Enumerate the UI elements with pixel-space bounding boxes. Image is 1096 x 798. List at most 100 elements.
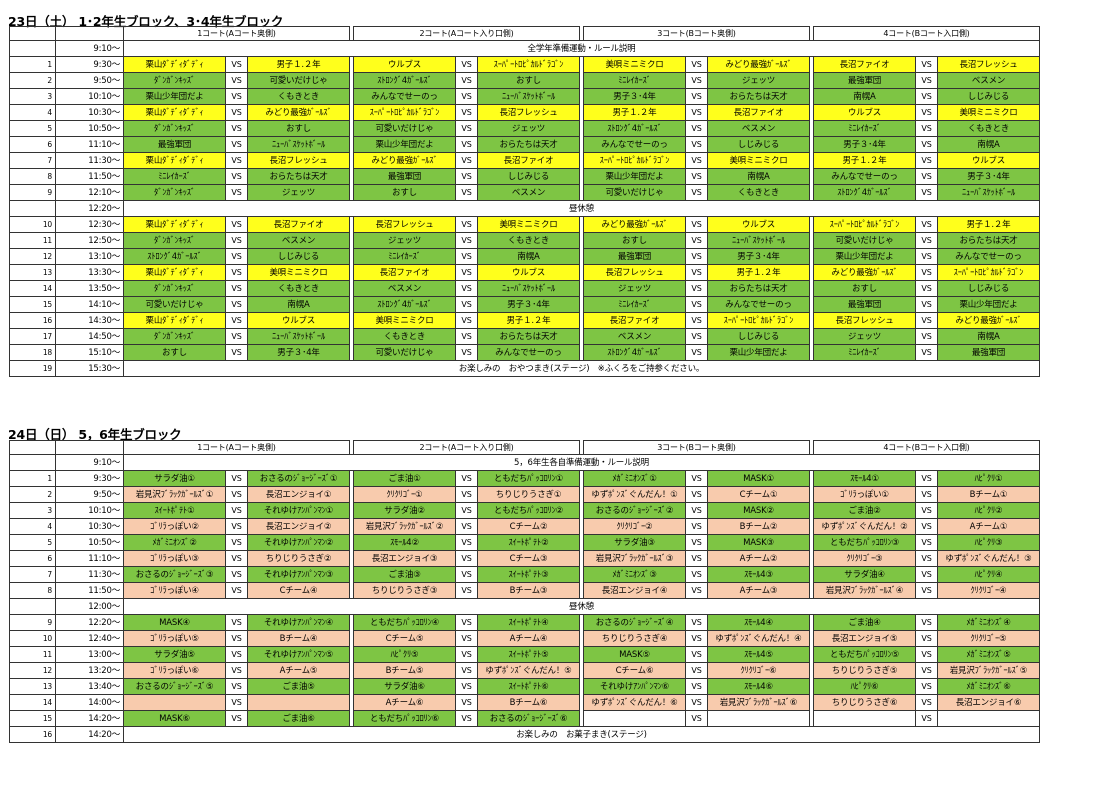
team-cell: 南幌A [937, 136, 1040, 153]
vs-label: VS [915, 534, 938, 551]
vs-label: VS [685, 296, 708, 313]
vs-label: VS [455, 328, 478, 345]
team-cell: ｽﾓｰﾙ4⑥ [707, 678, 810, 695]
team-cell: 栗山少年団だよ [123, 88, 226, 105]
table-row: 8 11:50～ ｺﾞﾘﾗっぽい④ VS Cチーム④ ちりじりうさぎ③ VS Bチーム③ 長沼エ… [9, 582, 1040, 599]
table-row: 5 10:50～ ﾒｶﾞﾐﾆｵﾝｽﾞ② VS それゆけｱﾝﾊﾟﾝﾏﾝ② ｽﾓｰﾙ4② VS ｽ… [9, 534, 1040, 551]
team-cell: ベスメン [353, 280, 456, 297]
vs-label: VS [915, 470, 938, 487]
team-cell: ﾐﾆﾚｲｶｰｽﾞ [583, 296, 686, 313]
team-cell: Aチーム① [937, 518, 1040, 535]
team-cell: ジェッツ [477, 120, 580, 137]
team-cell: 長沼フレッシュ [813, 312, 916, 329]
team-cell: Bチーム③ [477, 582, 580, 599]
match-number: 14 [9, 694, 56, 711]
match-number: 9 [9, 184, 56, 201]
time-slot: 12:00～ [55, 598, 124, 615]
team-cell: おすし [353, 184, 456, 201]
team-cell: みどり最強ｶﾞｰﾙｽﾞ [813, 264, 916, 281]
team-cell: ｸﾘｸﾘｺﾞｰ② [583, 518, 686, 535]
table-row: 9:10～ 5，6年生各自準備運動・ルール説明 [9, 454, 1040, 471]
vs-label: VS [225, 614, 248, 631]
team-cell: 男子１.２年 [247, 56, 350, 73]
table-row: 13 13:30～ 栗山ﾀﾞﾃﾞｨﾀﾞﾃﾞｨ VS 美唄ミニミクロ 長沼ファイオ VS ウルブ… [9, 264, 1040, 281]
team-cell: 長沼エンジョイ⑥ [937, 694, 1040, 711]
team-cell: ﾆｭｰﾊﾞｽｹｯﾄﾎﾞｰﾙ [937, 184, 1040, 201]
team-cell: ゆずﾎﾟﾝｽﾞぐんだん！⑤ [477, 662, 580, 679]
team-cell: 男子３･4年 [813, 136, 916, 153]
team-cell: ジェッツ [813, 328, 916, 345]
time-slot: 12:10～ [55, 184, 124, 201]
vs-label: VS [685, 264, 708, 281]
vs-label: VS [455, 486, 478, 503]
team-cell: 最強軍団 [937, 344, 1040, 361]
time-slot: 11:50～ [55, 168, 124, 185]
team-cell: おすし [123, 344, 226, 361]
schedule-note: お楽しみの おやつまき(ステージ) ※ふくろをご持参ください。 [123, 360, 1040, 377]
team-cell: 南幌A [477, 248, 580, 265]
schedule-table-day1: 1コート(Aコート奥側) 2コート(Aコート入り口側) 3コート(Bコート奥側) 4コ… [9, 26, 1040, 377]
team-cell: 岩見沢ﾌﾞﾗｯｸｶﾞｰﾙｽﾞ⑤ [937, 662, 1040, 679]
table-row: 12:00～ 昼休憩 [9, 598, 1040, 615]
vs-label: VS [225, 312, 248, 329]
table-row: 14 14:00～ VS Aチーム⑥ VS Bチーム⑥ ゆずﾎﾟﾝｽﾞぐんだん！⑥ VS 岩見沢… [9, 694, 1040, 711]
team-cell: 南幌A [247, 296, 350, 313]
vs-label: VS [455, 566, 478, 583]
team-cell: 長沼エンジョイ② [247, 518, 350, 535]
team-cell: ごま油② [813, 502, 916, 519]
team-cell: くもきとき [937, 120, 1040, 137]
table-row: 3 10:10～ ｽｲｰﾄﾎﾟﾃﾄ① VS それゆけｱﾝﾊﾟﾝﾏﾝ① サラダ油② VS ともだ… [9, 502, 1040, 519]
vs-label: VS [685, 72, 708, 89]
table-row: 16 14:20～ お楽しみの お菓子まき(ステージ) [9, 726, 1040, 743]
team-cell: ともだちﾊﾟｯｺﾛﾘﾝ② [477, 502, 580, 519]
header-blank [9, 440, 56, 455]
team-cell: ﾀﾞﾝｶﾞﾝｷｯｽﾞ [123, 280, 226, 297]
team-cell: 長沼フレッシュ [353, 216, 456, 233]
match-number: 8 [9, 582, 56, 599]
table-row: 7 11:30～ 栗山ﾀﾞﾃﾞｨﾀﾞﾃﾞｨ VS 長沼フレッシュ みどり最強ｶﾞｰﾙｽﾞ V… [9, 152, 1040, 169]
team-cell: ｽﾄﾛﾝｸﾞ4ｶﾞｰﾙｽﾞ [583, 120, 686, 137]
match-number: 15 [9, 296, 56, 313]
vs-label: VS [225, 518, 248, 535]
team-cell: 栗山ﾀﾞﾃﾞｨﾀﾞﾃﾞｨ [123, 216, 226, 233]
team-cell: ﾒｶﾞﾐﾆｵﾝｽﾞ① [583, 470, 686, 487]
team-cell: ﾐﾆﾚｲｶｰｽﾞ [813, 120, 916, 137]
schedule-note: 全学年準備運動・ルール説明 [123, 40, 1040, 57]
team-cell: おさるのｼﾞｮｰｼﾞｰｽﾞ③ [123, 566, 226, 583]
team-cell: 栗山ﾀﾞﾃﾞｨﾀﾞﾃﾞｨ [123, 312, 226, 329]
team-cell: みんなでせーのっ [353, 88, 456, 105]
team-cell: ウルブス [707, 216, 810, 233]
vs-label: VS [915, 168, 938, 185]
match-number: 2 [9, 486, 56, 503]
vs-label: VS [225, 136, 248, 153]
vs-label: VS [915, 216, 938, 233]
team-cell: ベスメン [583, 328, 686, 345]
match-number: 3 [9, 88, 56, 105]
vs-label: VS [685, 344, 708, 361]
table-row: 5 10:50～ ﾀﾞﾝｶﾞﾝｷｯｽﾞ VS おすし 可愛いだけじゃ VS ジェッツ ｽﾄﾛﾝｸ… [9, 120, 1040, 137]
team-cell: Aチーム④ [477, 630, 580, 647]
team-cell: ﾆｭｰﾊﾞｽｹｯﾄﾎﾞｰﾙ [247, 328, 350, 345]
vs-label: VS [455, 630, 478, 647]
team-cell: ｸﾘｸﾘｺﾞｰ④ [937, 582, 1040, 599]
team-cell: 男子１.２年 [813, 152, 916, 169]
vs-label: VS [685, 470, 708, 487]
team-cell: 長沼エンジョイ③ [353, 550, 456, 567]
time-slot: 12:40～ [55, 630, 124, 647]
team-cell: おすし [583, 232, 686, 249]
team-cell: ウルブス [353, 56, 456, 73]
time-slot: 13:30～ [55, 264, 124, 281]
team-cell: 南幌A [707, 168, 810, 185]
team-cell: 男子１.２年 [937, 216, 1040, 233]
vs-label: VS [685, 136, 708, 153]
team-cell: ﾒｶﾞﾐﾆｵﾝｽﾞ② [123, 534, 226, 551]
team-cell: ｽﾓｰﾙ4① [813, 470, 916, 487]
court-header-row: 1コート(Aコート奥側) 2コート(Aコート入り口側) 3コート(Bコート奥側) 4コ… [9, 26, 1040, 41]
team-cell [937, 710, 1040, 727]
team-cell: ｺﾞﾘﾗっぽい⑤ [123, 630, 226, 647]
table-row: 10 12:40～ ｺﾞﾘﾗっぽい⑤ VS Bチーム④ Cチーム⑤ VS Aチーム④ ちりじりう… [9, 630, 1040, 647]
time-slot: 11:30～ [55, 566, 124, 583]
team-cell: サラダ油⑤ [123, 646, 226, 663]
team-cell: 美唄ミニミクロ [707, 152, 810, 169]
vs-label: VS [225, 168, 248, 185]
